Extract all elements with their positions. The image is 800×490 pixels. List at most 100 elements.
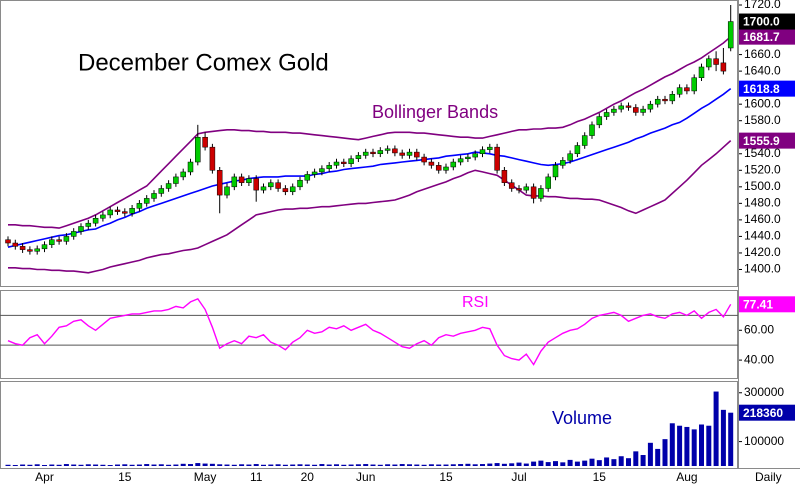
volume-bar: [633, 451, 639, 466]
volume-bar: [640, 455, 646, 466]
last-value-label: 77.41: [743, 297, 773, 311]
y-tick-label: 1480.0: [744, 196, 781, 210]
volume-bar: [669, 423, 675, 466]
candle-body: [195, 136, 201, 163]
candle-body: [640, 108, 646, 113]
volume-bar: [604, 457, 610, 466]
volume-bar: [93, 464, 99, 466]
volume-bar: [136, 464, 142, 466]
bands-annotation: Bollinger Bands: [372, 102, 498, 122]
candle-body: [501, 170, 508, 183]
volume-bar: [421, 464, 427, 466]
volume-bar: [684, 426, 690, 466]
volume-bar: [27, 464, 33, 466]
candle-body: [180, 171, 186, 178]
candle-body: [85, 222, 92, 227]
volume-bar: [42, 465, 47, 466]
volume-bar: [618, 456, 624, 466]
overlay-line: [7, 87, 732, 248]
candle-body: [589, 124, 595, 136]
candle-body: [574, 145, 581, 155]
volume-bar: [63, 464, 69, 466]
candle-body: [297, 179, 303, 188]
candle-body: [355, 155, 362, 159]
y-tick-label: 1500.0: [744, 179, 781, 193]
candle-body: [122, 211, 128, 214]
candle-body: [654, 98, 661, 105]
candle-body: [720, 62, 727, 72]
last-value-box: [739, 28, 795, 45]
volume-bar: [436, 464, 442, 466]
overlay-line: [8, 140, 732, 274]
candle-body: [567, 153, 573, 161]
volume-bar: [282, 464, 288, 466]
volume-bar: [290, 464, 296, 466]
candle-body: [370, 151, 376, 155]
candle-body: [260, 186, 267, 191]
y-tick-label: 60.00: [744, 322, 774, 336]
volume-bar: [720, 409, 726, 466]
y-tick-label: 1580.0: [744, 113, 781, 127]
candle-body: [581, 135, 588, 146]
last-value-box: [739, 132, 795, 149]
volume-bar: [531, 461, 537, 466]
candle-body: [465, 156, 471, 159]
volume-bar: [458, 464, 464, 466]
volume-bar: [115, 464, 120, 466]
last-value-label: 1681.7: [743, 30, 780, 44]
volume-bar: [589, 458, 595, 466]
volume-bar: [465, 463, 471, 466]
candle-body: [435, 165, 442, 171]
y-tick-label: 100000: [744, 434, 784, 448]
volume-bar: [385, 464, 391, 466]
candle-body: [706, 58, 712, 68]
volume-bar: [647, 442, 653, 466]
candle-body: [341, 161, 347, 164]
volume-bar: [553, 461, 558, 466]
candle-body: [187, 161, 194, 173]
candle-body: [348, 158, 354, 164]
candle-body: [92, 217, 99, 224]
volume-bar: [56, 464, 62, 466]
candle-body: [377, 150, 384, 155]
candle-body: [70, 231, 77, 237]
candle-body: [508, 182, 515, 189]
last-value-box: [739, 404, 795, 421]
volume-bar: [49, 464, 55, 466]
candle-body: [479, 149, 486, 155]
volume-bar: [626, 458, 631, 466]
candle-body: [311, 171, 318, 175]
candle-body: [12, 242, 19, 247]
last-value-label: 1700.0: [743, 15, 780, 29]
volume-bar: [655, 448, 661, 466]
volume-bar: [407, 464, 412, 466]
volume-bar: [268, 464, 274, 466]
volume-bar: [180, 463, 186, 466]
volume-bar: [5, 464, 11, 466]
volume-bar: [370, 464, 376, 466]
candle-body: [362, 151, 369, 156]
volume-bar: [516, 462, 522, 466]
volume-bar: [428, 464, 434, 466]
volume-bar: [239, 464, 245, 466]
x-tick-label: 20: [301, 470, 315, 484]
candle-body: [304, 174, 311, 181]
candle-body: [684, 87, 690, 92]
rsi-annotation: RSI: [462, 294, 489, 311]
y-tick-label: 1460.0: [744, 212, 781, 226]
volume-bar: [355, 464, 361, 466]
candle-body: [107, 209, 113, 216]
candle-body: [676, 87, 683, 95]
volume-bar: [509, 463, 515, 466]
last-value-label: 218360: [743, 406, 783, 420]
volume-bar: [20, 464, 26, 466]
volume-bar: [71, 464, 77, 466]
candle-body: [333, 161, 340, 166]
y-tick-label: 1520.0: [744, 162, 781, 176]
candle-body: [41, 244, 48, 250]
volume-bar: [487, 463, 493, 466]
candle-body: [625, 105, 632, 108]
x-axis-label: Daily: [755, 470, 782, 484]
